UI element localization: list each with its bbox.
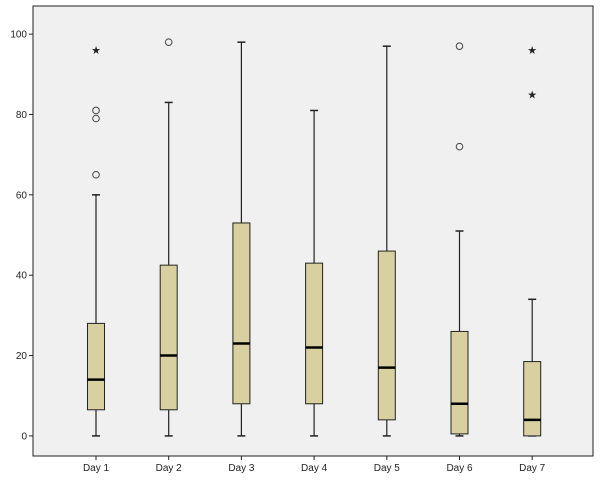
box [159, 264, 178, 411]
box-group [377, 45, 396, 437]
box-group [450, 42, 469, 437]
extreme-point: ★ [527, 88, 537, 101]
y-axis: 0 20 40 60 80 100 [10, 30, 33, 442]
box [305, 262, 324, 405]
extreme-point: ★ [91, 44, 101, 57]
box [87, 322, 105, 411]
x-tick-label: Day 6 [446, 463, 473, 474]
box [377, 250, 396, 421]
box [450, 330, 469, 435]
x-tick-label: Day 4 [301, 463, 328, 474]
y-tick-label: 40 [16, 271, 28, 282]
x-tick-label: Day 2 [156, 463, 183, 474]
box-group: ★ [87, 44, 105, 437]
x-tick-label: Day 1 [83, 463, 110, 474]
outlier-point [92, 114, 100, 123]
x-tick-label: Day 3 [228, 463, 255, 474]
outlier-point [455, 142, 464, 151]
y-tick-label: 60 [16, 190, 28, 201]
outlier-point [164, 38, 173, 46]
x-axis: Day 1 Day 2 Day 3 Day 4 Day 5 Day 6 Day 7 [83, 456, 546, 474]
box [523, 361, 542, 437]
y-tick-label: 20 [16, 351, 28, 362]
box-group [305, 109, 324, 437]
x-tick-label: Day 5 [374, 463, 401, 474]
y-tick-label: 0 [21, 431, 27, 442]
y-tick-label: 100 [10, 30, 27, 41]
box-group [159, 38, 178, 437]
box [232, 222, 251, 405]
x-tick-label: Day 7 [519, 463, 546, 474]
outlier-point [92, 170, 100, 179]
outlier-point [455, 42, 464, 50]
box-group [232, 41, 251, 437]
outlier-point [92, 106, 100, 115]
box-group: ★★ [523, 44, 542, 437]
extreme-point: ★ [527, 44, 537, 57]
y-tick-label: 80 [16, 110, 28, 121]
boxes-layer: ★★★ [87, 38, 542, 437]
